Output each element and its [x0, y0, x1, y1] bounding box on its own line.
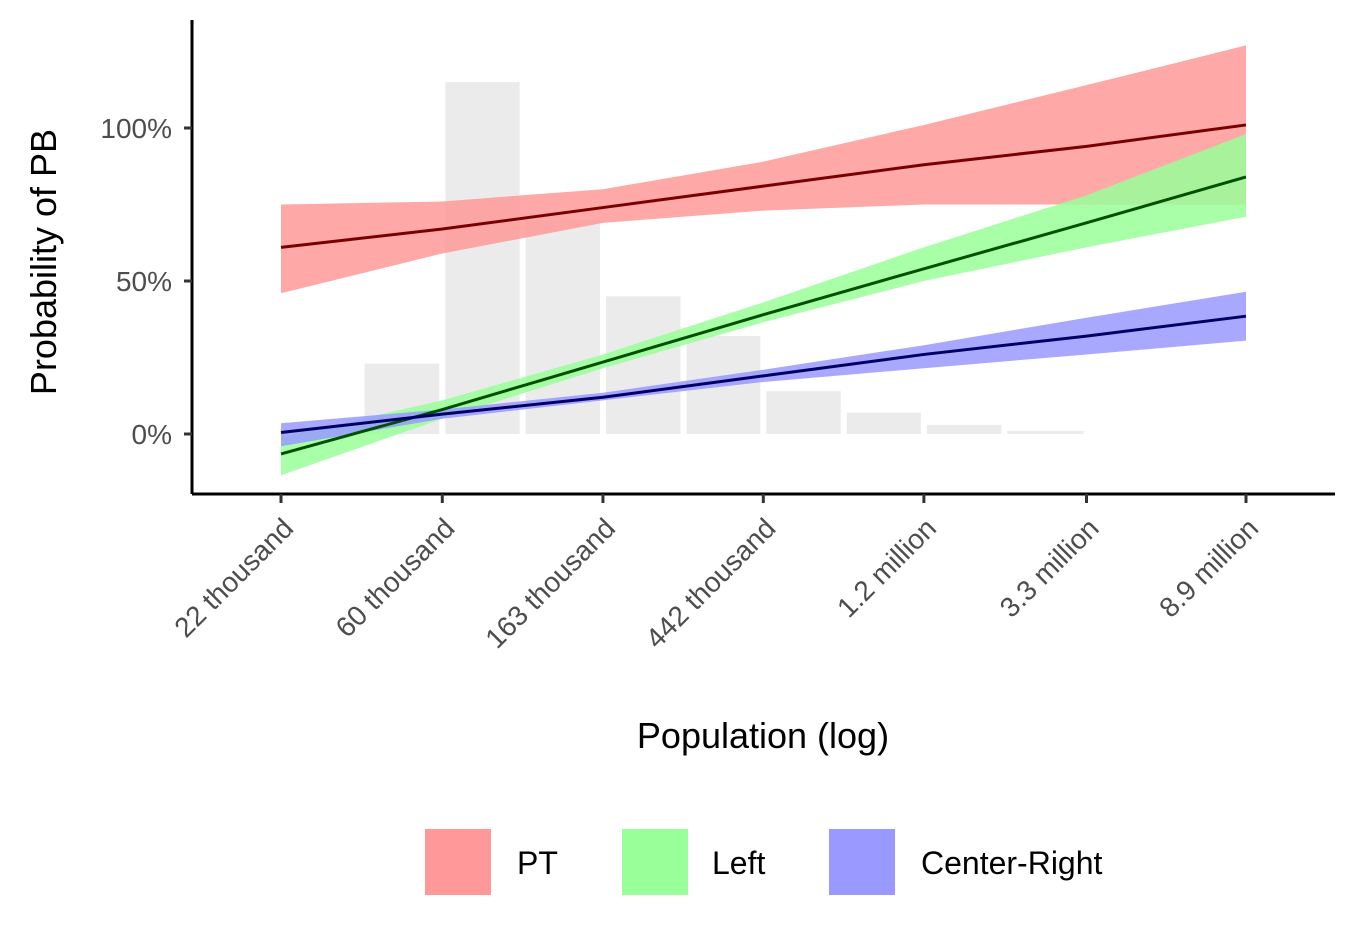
- x-tick-label: 163 thousand: [479, 512, 621, 654]
- histogram-bar: [605, 296, 681, 434]
- fit-line-layer: [280, 123, 1247, 456]
- band-left: [281, 134, 1246, 476]
- x-ticks: 22 thousand 60 thousand 163 thousand 442 th…: [168, 494, 1264, 654]
- y-axis-title: Probability of PB: [23, 129, 64, 395]
- line-pt: [280, 123, 1247, 249]
- legend-swatch-left: [622, 829, 688, 895]
- legend: PT Left Center-Right: [425, 829, 1103, 895]
- histogram-bar: [445, 82, 520, 434]
- x-tick-label: 60 thousand: [330, 512, 461, 643]
- y-tick-label: 50%: [116, 266, 172, 297]
- x-tick-label: 8.9 million: [1153, 512, 1264, 623]
- legend-label-pt: PT: [517, 845, 558, 881]
- band-pt: [281, 45, 1246, 294]
- legend-label-left: Left: [712, 845, 765, 881]
- x-tick-label: 3.3 million: [994, 512, 1105, 623]
- legend-swatch-pt: [425, 829, 491, 895]
- histogram-bar: [846, 412, 921, 434]
- y-tick-label: 0%: [132, 419, 172, 450]
- band-center-right: [281, 291, 1246, 447]
- x-tick-label: 1.2 million: [831, 512, 942, 623]
- legend-label-center-right: Center-Right: [921, 845, 1103, 881]
- y-tick-label: 100%: [100, 113, 172, 144]
- x-tick-label: 22 thousand: [168, 512, 299, 643]
- x-tick-label: 442 thousand: [640, 512, 782, 654]
- legend-swatch-center-right: [829, 829, 895, 895]
- x-axis-title: Population (log): [637, 715, 889, 756]
- line-center-right: [280, 314, 1247, 434]
- histogram-bar: [766, 391, 841, 434]
- histogram-bar: [926, 424, 1002, 434]
- histogram-bar: [1007, 430, 1084, 434]
- confidence-band-layer: [281, 45, 1246, 476]
- y-ticks: 0% 50% 100%: [100, 113, 192, 450]
- line-left: [280, 175, 1247, 456]
